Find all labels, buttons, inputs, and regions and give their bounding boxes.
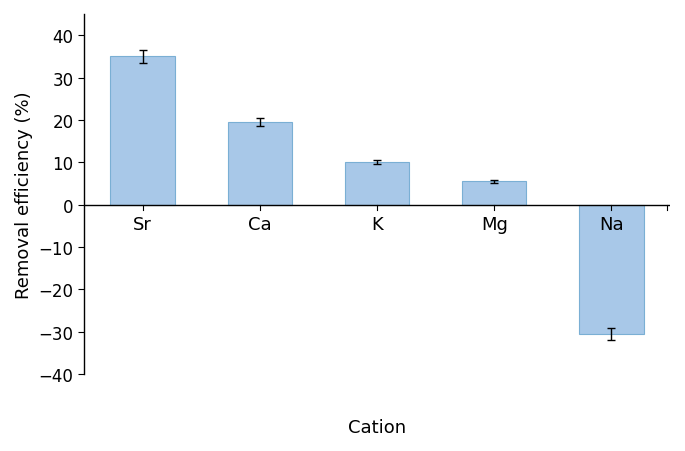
Bar xyxy=(345,163,409,205)
Bar xyxy=(227,123,292,205)
X-axis label: Cation: Cation xyxy=(348,418,406,436)
Text: Mg: Mg xyxy=(481,216,508,234)
Y-axis label: Removal efficiency (%): Removal efficiency (%) xyxy=(15,91,33,298)
Bar xyxy=(110,57,175,205)
Text: Na: Na xyxy=(599,216,624,234)
Text: Sr: Sr xyxy=(133,216,152,234)
Text: K: K xyxy=(371,216,383,234)
Bar xyxy=(462,182,527,205)
Text: Ca: Ca xyxy=(248,216,271,234)
Bar xyxy=(579,205,644,334)
